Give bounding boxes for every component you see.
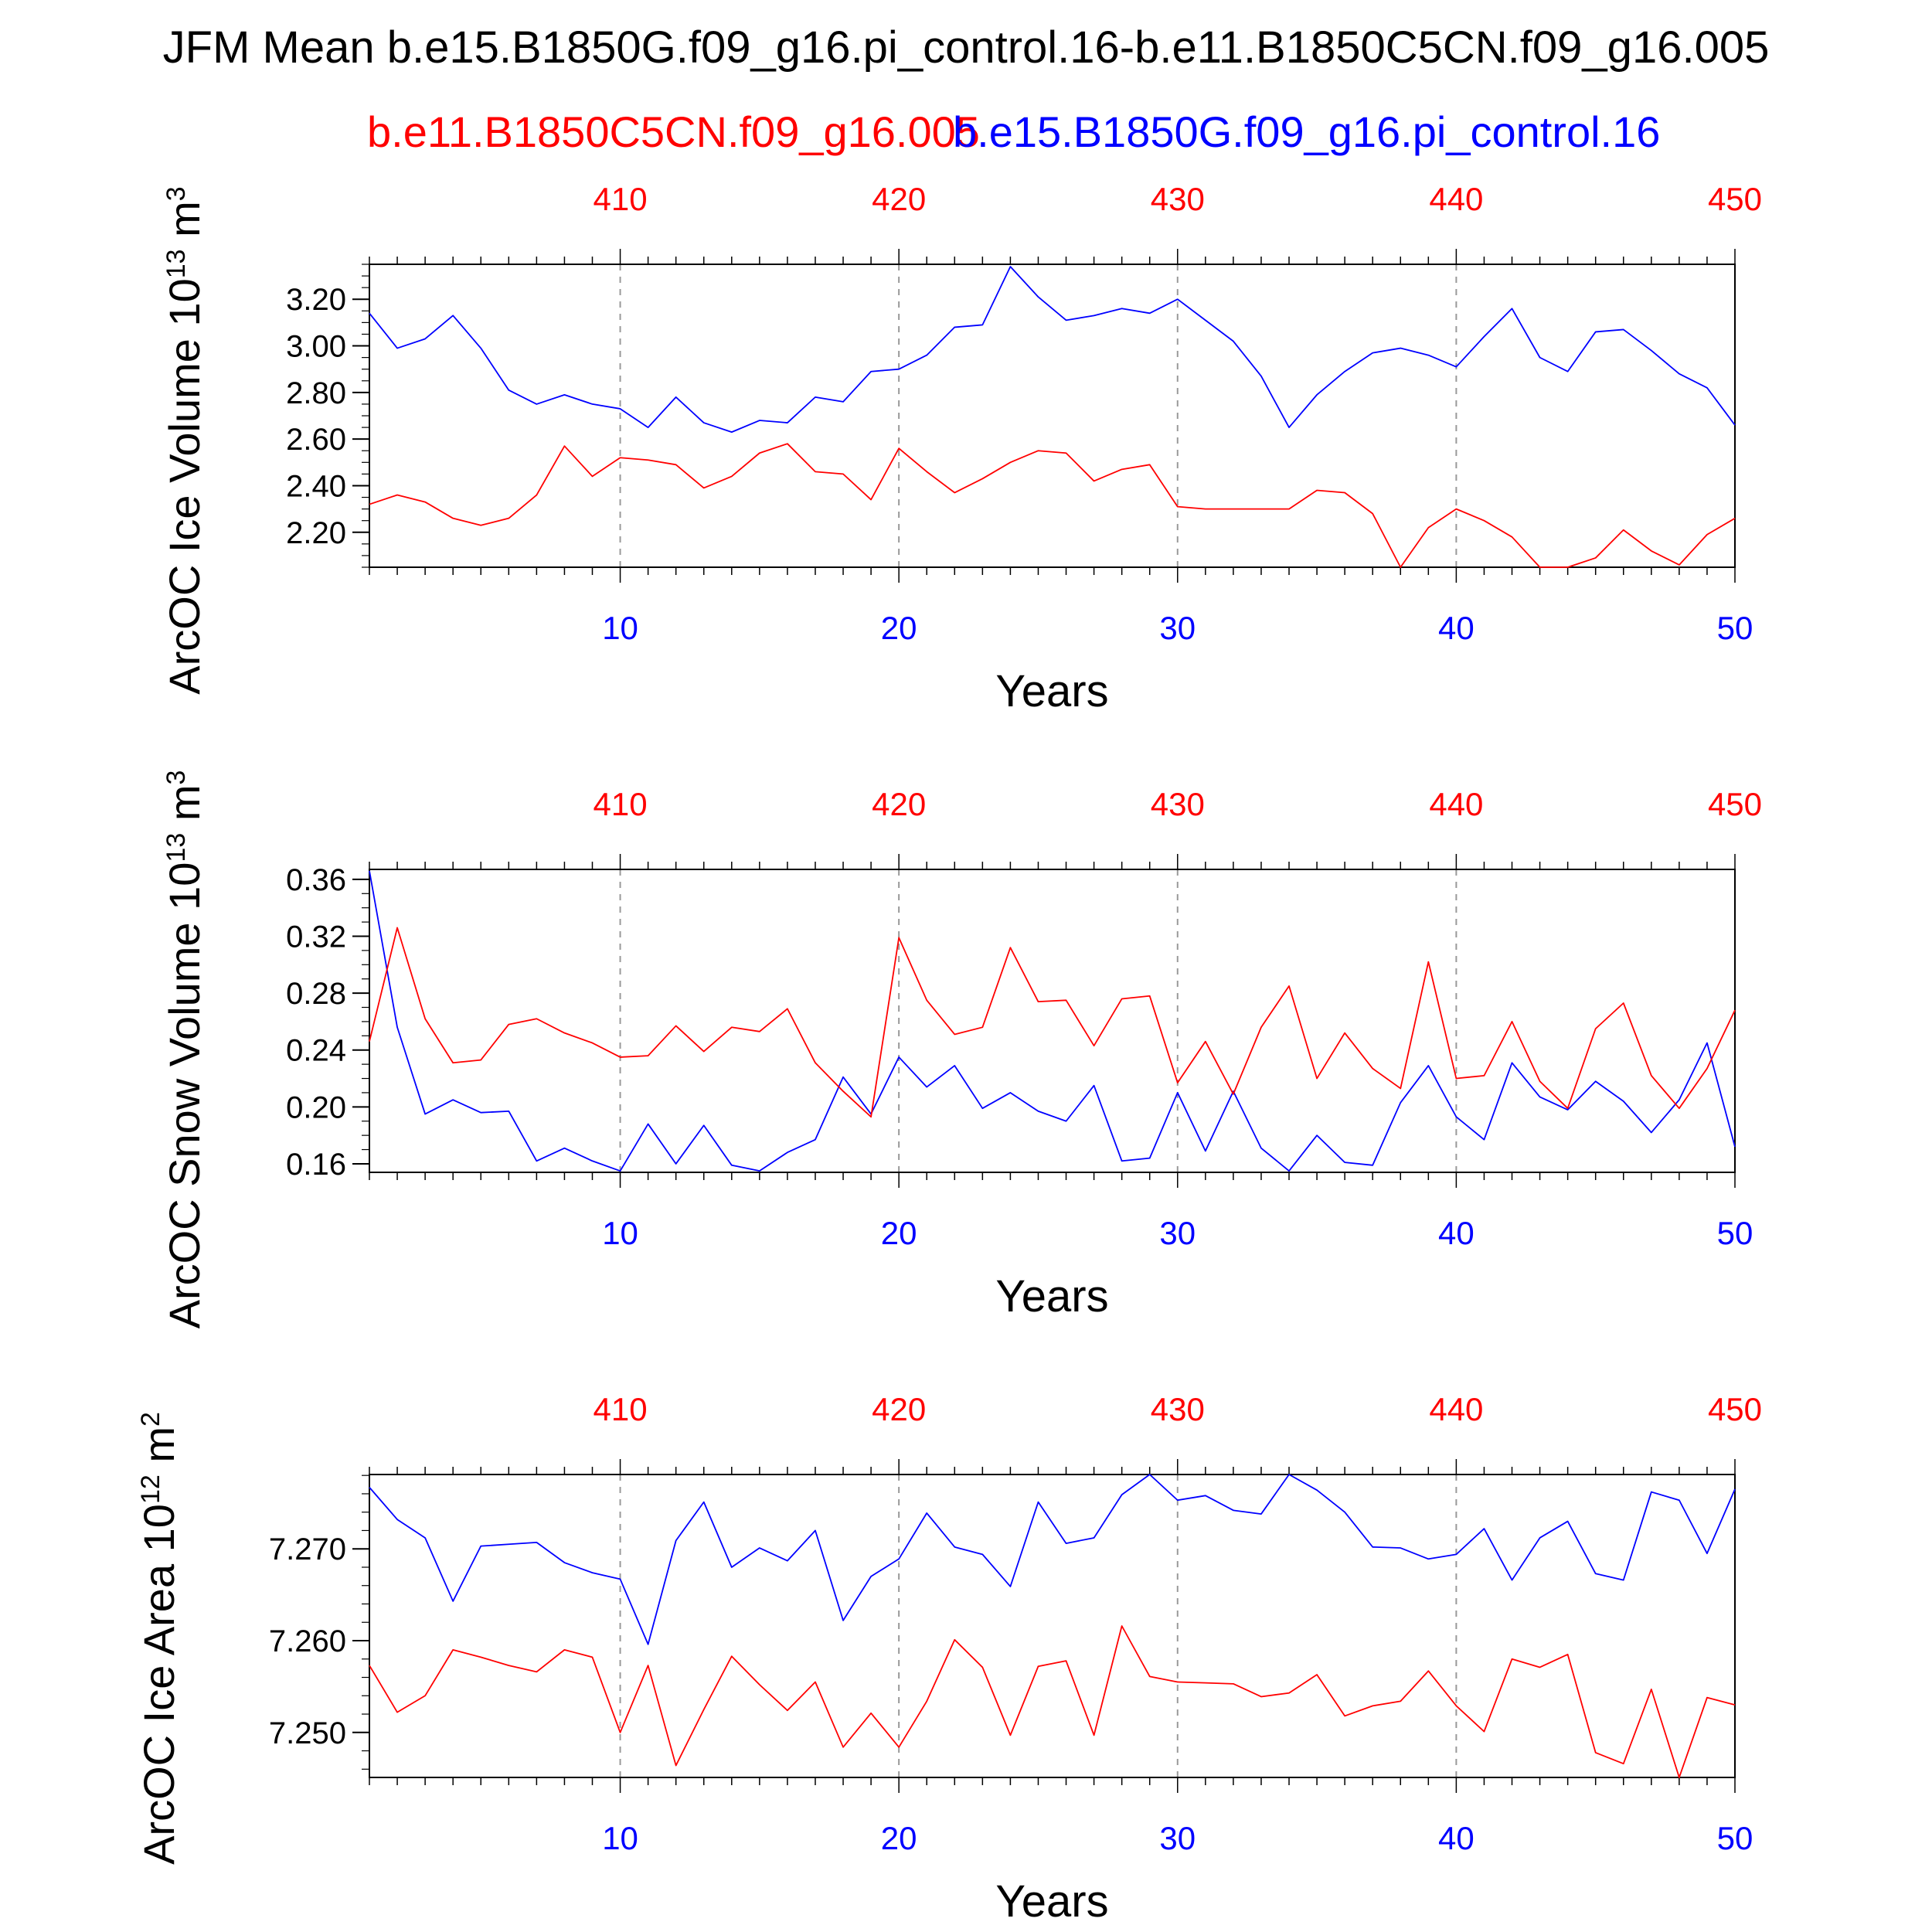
plot-frame xyxy=(369,869,1736,1173)
series-line-case2 xyxy=(369,1625,1736,1778)
main-title: JFM Mean b.e15.B1850G.f09_g16.pi_control… xyxy=(162,22,1770,73)
y-tick-label: 0.32 xyxy=(286,920,346,954)
x-tick-label: 20 xyxy=(881,1215,917,1251)
x-top-tick-label: 410 xyxy=(594,181,648,217)
y-axis-title-part: ArcOC Ice Volume 10 xyxy=(160,278,209,694)
x-top-tick-label: 440 xyxy=(1429,786,1483,822)
y-tick-label: 0.24 xyxy=(286,1034,346,1068)
x-top-tick-label: 420 xyxy=(872,181,926,217)
y-axis-title-superscript: 3 xyxy=(162,770,191,785)
x-tick-label: 50 xyxy=(1717,610,1753,646)
x-tick-label: 50 xyxy=(1717,1215,1753,1251)
y-tick-label: 7.270 xyxy=(269,1532,346,1566)
x-tick-label: 10 xyxy=(602,610,638,646)
x-tick-label: 10 xyxy=(602,1215,638,1251)
x-top-tick-label: 450 xyxy=(1708,181,1762,217)
series-line-case2 xyxy=(369,443,1736,568)
x-tick-label: 20 xyxy=(881,610,917,646)
x-top-tick-label: 410 xyxy=(594,1391,648,1427)
y-tick-label: 0.16 xyxy=(286,1148,346,1182)
y-tick-label: 2.20 xyxy=(286,516,346,550)
y-tick-label: 3.00 xyxy=(286,330,346,364)
y-tick-label: 7.250 xyxy=(269,1716,346,1750)
series-line-case1 xyxy=(369,870,1736,1172)
x-axis-title: Years xyxy=(995,1271,1108,1321)
plot-frame xyxy=(369,1474,1736,1778)
x-top-tick-label: 430 xyxy=(1151,181,1205,217)
x-tick-label: 50 xyxy=(1717,1820,1753,1856)
x-top-tick-label: 440 xyxy=(1429,181,1483,217)
x-tick-label: 30 xyxy=(1159,1820,1196,1856)
x-top-tick-label: 430 xyxy=(1151,786,1205,822)
y-axis-title-part: m xyxy=(134,1427,183,1475)
x-top-tick-label: 450 xyxy=(1708,786,1762,822)
y-tick-label: 0.28 xyxy=(286,977,346,1011)
panel-2: 0.16 0.20 0.24 0.28 0.32 0.36 10 410 20 420 30 430 4… xyxy=(160,770,1762,1329)
y-tick-label: 2.60 xyxy=(286,423,346,457)
series-line-case1 xyxy=(369,266,1736,434)
x-axis-title: Years xyxy=(995,1876,1108,1927)
x-tick-label: 30 xyxy=(1159,1215,1196,1251)
panel-1: 2.20 2.40 2.60 2.80 3.00 3.20 10 410 20 420 30 430 4… xyxy=(160,181,1762,716)
panel-3: 7.250 7.260 7.270 10 410 20 420 30 430 40 440 50 450… xyxy=(134,1391,1762,1927)
x-tick-label: 40 xyxy=(1438,1820,1475,1856)
series-line-case1 xyxy=(369,1474,1736,1645)
y-axis-title: ArcOC Ice Area 1012 m2 xyxy=(134,1412,183,1865)
x-tick-label: 10 xyxy=(602,1820,638,1856)
y-tick-label: 0.36 xyxy=(286,863,346,897)
plot-frame xyxy=(369,264,1736,568)
x-top-tick-label: 410 xyxy=(594,786,648,822)
subtitle-left: b.e11.B1850C5CN.f09_g16.005 xyxy=(367,107,980,156)
x-top-tick-label: 440 xyxy=(1429,1391,1483,1427)
y-axis-title: ArcOC Ice Volume 1013 m3 xyxy=(160,186,209,694)
x-tick-label: 20 xyxy=(881,1820,917,1856)
y-axis-title-superscript: 13 xyxy=(162,249,191,278)
x-top-tick-label: 450 xyxy=(1708,1391,1762,1427)
x-top-tick-label: 420 xyxy=(872,786,926,822)
y-axis-title-superscript: 13 xyxy=(162,833,191,862)
y-axis-title-part: m xyxy=(160,785,209,833)
y-tick-label: 2.40 xyxy=(286,469,346,503)
y-axis-title-superscript: 3 xyxy=(162,186,191,201)
y-axis-title-superscript: 2 xyxy=(136,1412,165,1427)
x-axis-title: Years xyxy=(995,666,1108,716)
x-top-tick-label: 430 xyxy=(1151,1391,1205,1427)
x-tick-label: 30 xyxy=(1159,610,1196,646)
x-top-tick-label: 420 xyxy=(872,1391,926,1427)
y-axis-title-part: ArcOC Ice Area 10 xyxy=(134,1504,183,1865)
x-tick-label: 40 xyxy=(1438,610,1475,646)
y-axis-title-part: ArcOC Snow Volume 10 xyxy=(160,862,209,1329)
series-line-case2 xyxy=(369,927,1736,1118)
y-tick-label: 2.80 xyxy=(286,376,346,410)
y-tick-label: 0.20 xyxy=(286,1090,346,1124)
y-axis-title-superscript: 12 xyxy=(136,1475,165,1504)
x-tick-label: 40 xyxy=(1438,1215,1475,1251)
y-axis-title: ArcOC Snow Volume 1013 m3 xyxy=(160,770,209,1329)
y-axis-title-part: m xyxy=(160,201,209,249)
y-tick-label: 3.20 xyxy=(286,283,346,317)
y-tick-label: 7.260 xyxy=(269,1624,346,1658)
subtitle-right: b.e15.B1850G.f09_g16.pi_control.16 xyxy=(953,107,1661,156)
